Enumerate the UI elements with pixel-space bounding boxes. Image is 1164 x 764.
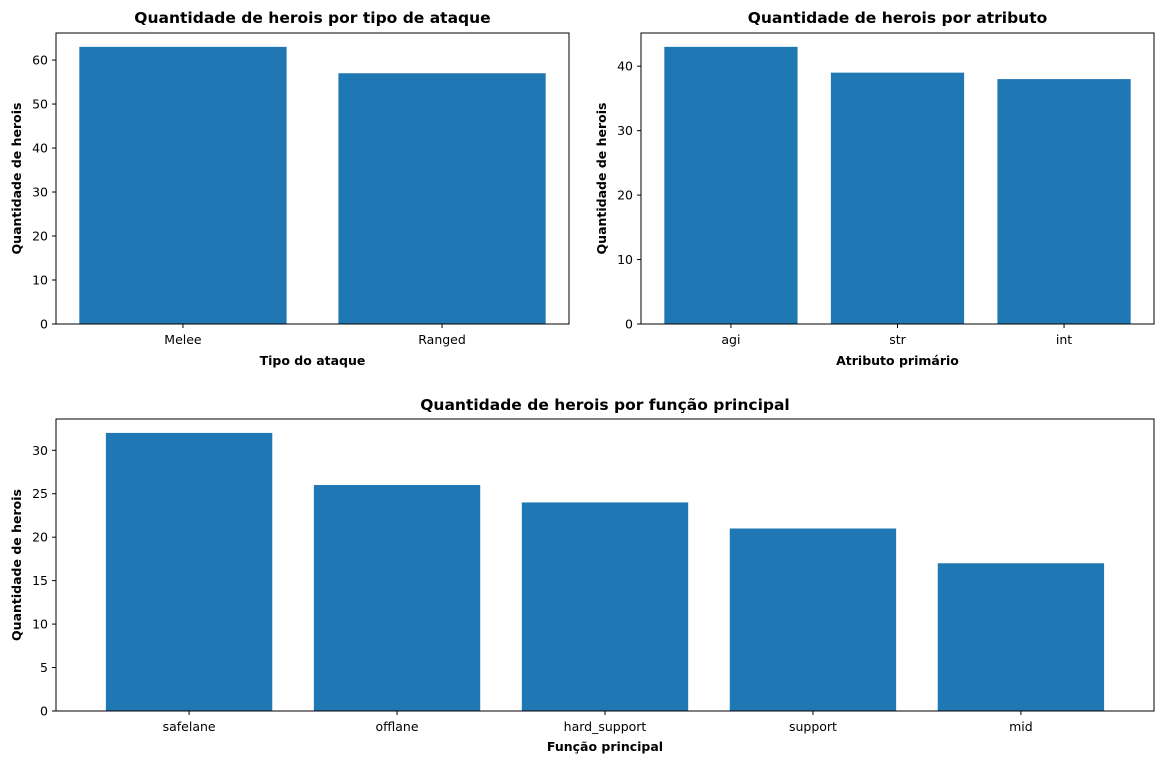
bar-Melee [79,46,287,324]
bar-Ranged [338,73,546,324]
y-tick-label: 0 [40,704,48,719]
x-tick-label: Melee [164,332,202,347]
bar-hard-support [521,502,689,711]
y-tick-label: 10 [32,273,48,288]
x-tick-label: Ranged [418,332,466,347]
bar-int [997,79,1131,324]
bar-safelane [105,432,273,711]
chart-title: Quantidade de herois por atributo [748,9,1048,27]
y-tick-label: 30 [617,123,633,138]
y-tick-label: 50 [32,97,48,112]
y-tick-label: 20 [617,188,633,203]
y-axis-label: Quantidade de herois [9,103,24,255]
x-tick-label: mid [1009,719,1033,734]
y-tick-label: 40 [32,141,48,156]
plot-frame [55,32,570,325]
y-axis-label: Quantidade de herois [9,489,24,641]
bar-offlane [313,485,481,711]
y-tick-label: 0 [625,317,633,332]
y-tick-label: 10 [617,252,633,267]
y-axis-label: Quantidade de herois [594,103,609,255]
bar-support [729,528,897,711]
y-tick-label: 10 [32,617,48,632]
x-tick-label: str [889,332,906,347]
chart-main-role: Quantidade de herois por função principa… [9,396,1155,754]
y-tick-label: 30 [32,185,48,200]
bar-mid [937,563,1105,711]
x-tick-label: agi [721,332,740,347]
x-tick-label: support [789,719,837,734]
bar-str [830,72,965,324]
y-tick-label: 5 [40,660,48,675]
y-tick-label: 20 [32,530,48,545]
chart-attack-type: Quantidade de herois por tipo de ataque … [9,9,570,368]
y-tick-label: 30 [32,443,48,458]
bar-agi [664,46,798,324]
x-tick-label: safelane [163,719,216,734]
y-tick-label: 0 [40,317,48,332]
y-tick-label: 20 [32,229,48,244]
y-tick-label: 25 [32,486,48,501]
chart-title: Quantidade de herois por função principa… [420,396,790,414]
chart-primary-attribute: Quantidade de herois por atributo Atribu… [594,9,1155,368]
y-tick-label: 40 [617,59,633,74]
x-tick-label: offlane [376,719,419,734]
x-tick-label: int [1056,332,1072,347]
x-tick-label: hard_support [564,719,647,734]
y-tick-label: 60 [32,53,48,68]
x-axis-label: Função principal [547,739,663,754]
x-axis-label: Tipo do ataque [260,353,366,368]
x-axis-label: Atributo primário [836,353,959,368]
chart-title: Quantidade de herois por tipo de ataque [134,9,490,27]
y-tick-label: 15 [32,573,48,588]
